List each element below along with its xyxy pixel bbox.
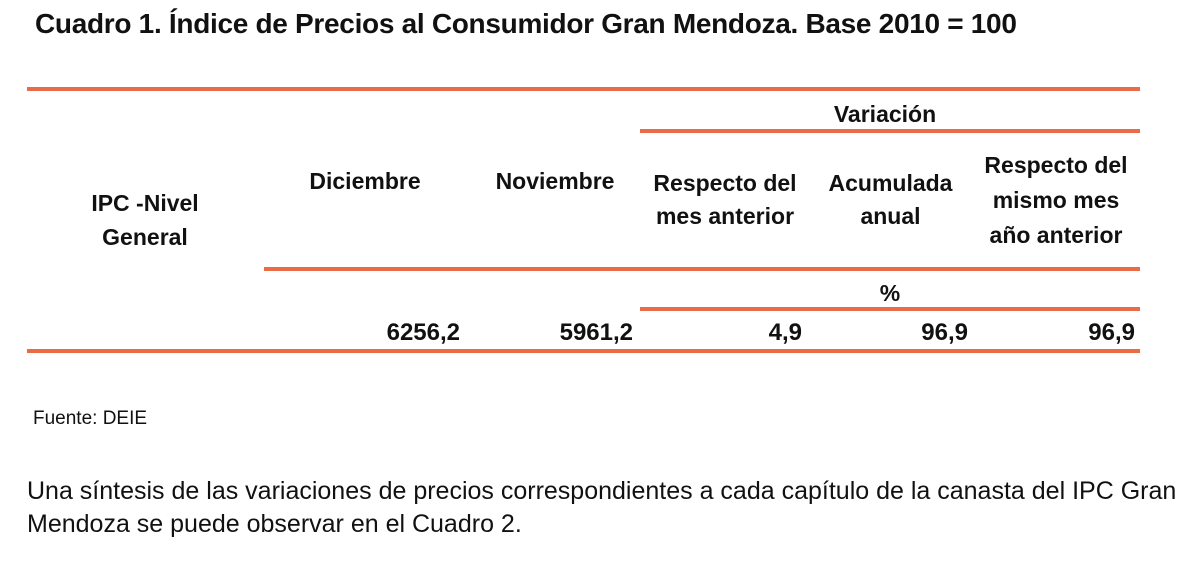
top-rule	[27, 87, 1140, 91]
value-diciembre: 6256,2	[386, 319, 460, 346]
unit-label: %	[879, 280, 901, 306]
value-respecto-mismo-mes: 96,9	[1088, 319, 1135, 346]
source-note: Fuente: DEIE	[33, 408, 148, 429]
body-paragraph: Una síntesis de las variaciones de preci…	[27, 477, 1177, 538]
column-header-acumulada-anual: Acumulada anual	[828, 170, 953, 229]
variacion-rule	[640, 129, 1140, 133]
value-noviembre: 5961,2	[559, 319, 633, 346]
value-acumulada-anual: 96,9	[921, 319, 968, 346]
bottom-rule	[27, 349, 1140, 353]
unit-rule	[640, 307, 1140, 311]
row-header-ipc: IPC -Nivel General	[91, 190, 199, 250]
column-group-variacion: Variación	[833, 101, 937, 127]
column-header-diciembre: Diciembre	[309, 168, 421, 194]
column-header-noviembre: Noviembre	[495, 168, 615, 194]
header-bottom-rule	[264, 267, 1140, 271]
column-header-respecto-mismo-mes: Respecto del mismo mes año anterior	[984, 152, 1128, 248]
value-respecto-mes-anterior: 4,9	[768, 319, 802, 346]
column-header-respecto-mes-anterior: Respecto del mes anterior	[653, 170, 797, 229]
table-title: Cuadro 1. Índice de Precios al Consumido…	[35, 8, 1017, 39]
